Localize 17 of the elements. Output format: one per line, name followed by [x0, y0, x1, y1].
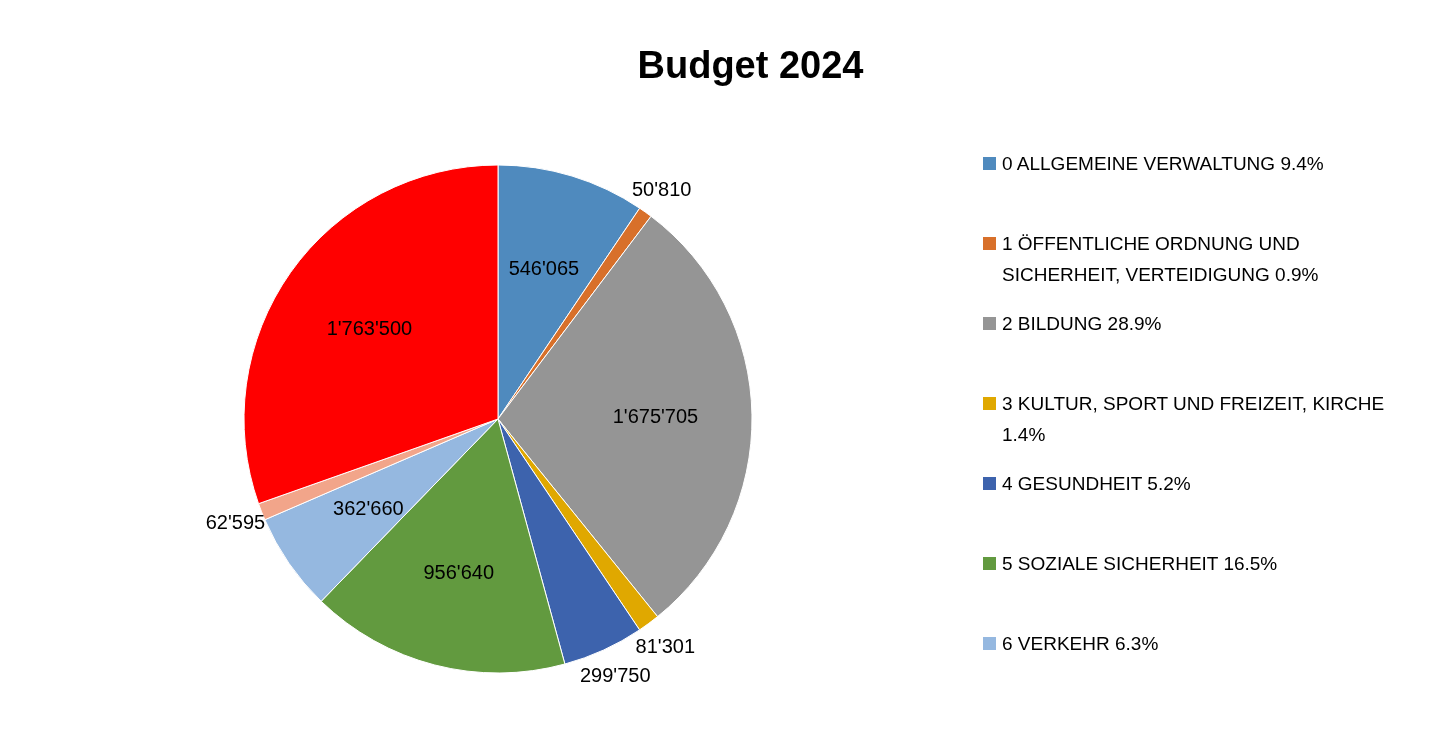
legend-label: 0 ALLGEMEINE VERWALTUNG 9.4%: [1002, 152, 1324, 176]
data-label: 362'660: [333, 497, 404, 520]
data-label: 62'595: [205, 510, 266, 533]
chart-title: Budget 2024: [636, 44, 865, 87]
data-label: 299'750: [579, 664, 651, 687]
legend-label: 3 KULTUR, SPORT UND FREIZEIT, KIRCHE 1.4%: [1002, 392, 1386, 447]
legend-label: 1 ÖFFENTLICHE ORDNUNG UND SICHERHEIT, VERTEIDIGUNG 0.9%: [1002, 232, 1320, 287]
data-label: 50'810: [631, 178, 692, 201]
legend-label: 2 BILDUNG 28.9%: [1002, 312, 1162, 336]
data-label: 1'675'705: [612, 405, 699, 428]
data-label: 1'763'500: [326, 317, 413, 340]
data-label: 956'640: [423, 560, 495, 583]
data-label: 81'301: [635, 634, 696, 657]
data-label: 546'065: [508, 257, 580, 280]
legend-label: 4 GESUNDHEIT 5.2%: [1002, 472, 1191, 496]
legend-label: 6 VERKEHR 6.3%: [1002, 632, 1159, 656]
legend-label: 5 SOZIALE SICHERHEIT 16.5%: [1002, 552, 1278, 576]
